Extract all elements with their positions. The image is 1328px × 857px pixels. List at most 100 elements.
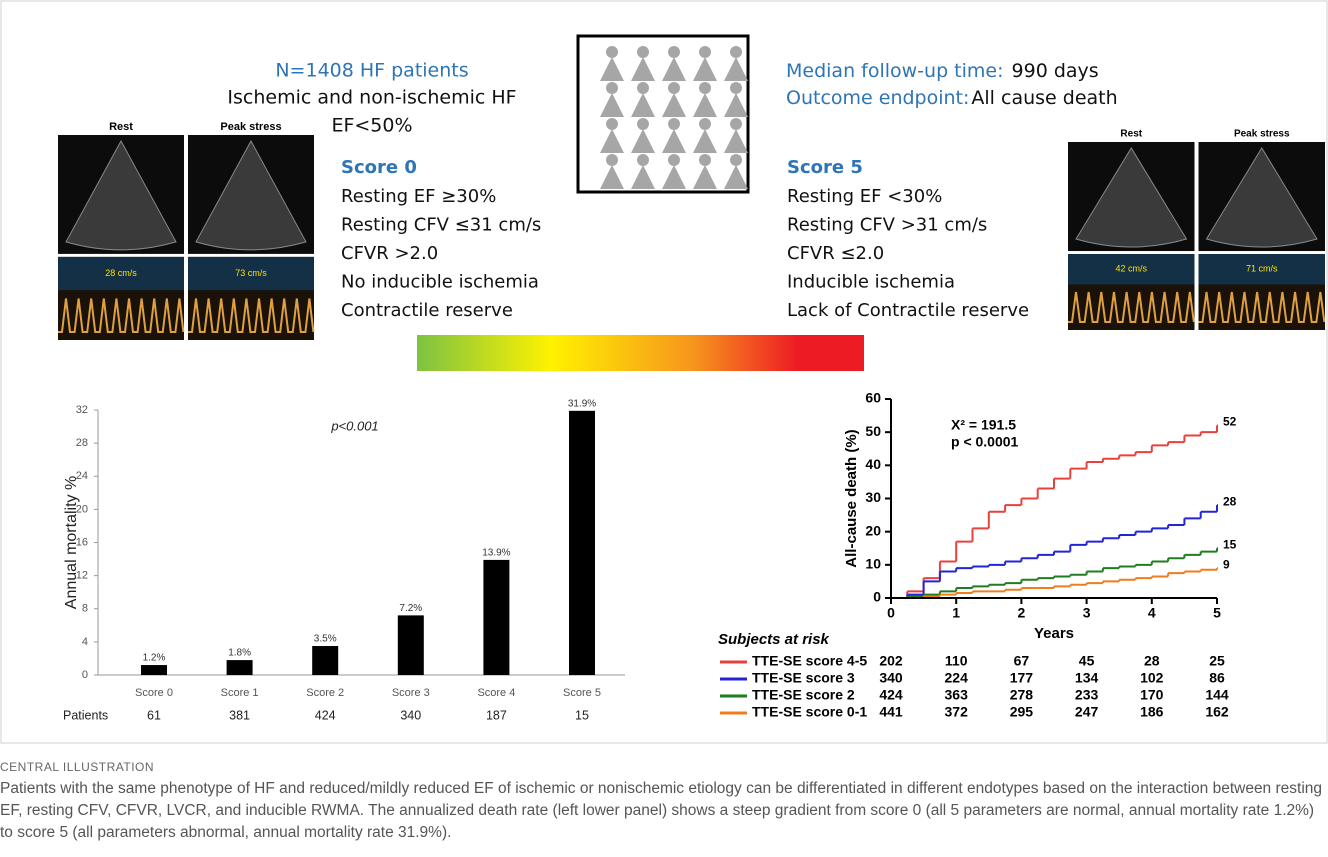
risk-title: Subjects at risk [718,631,830,648]
x-tick-label: Score 1 [221,687,259,699]
at-risk-count: 144 [1205,687,1229,703]
annotation: X² = 191.5 [951,417,1016,433]
followup-label: Median follow-up time: [786,60,1004,82]
person-head [699,154,711,166]
at-risk-count: 177 [1010,670,1034,686]
legend-label: TTE-SE score 2 [752,687,855,703]
person-head [699,82,711,94]
person-head [606,154,618,166]
x-tick-label: 3 [1083,605,1091,621]
at-risk-count: 233 [1075,687,1099,703]
person-head [730,154,742,166]
person-head [699,118,711,130]
end-label: 28 [1223,494,1237,508]
at-risk-count: 67 [1014,653,1030,669]
person-head [637,82,649,94]
doppler-trace [58,298,185,333]
person-head [637,46,649,58]
at-risk-count: 162 [1205,704,1229,720]
person-body [693,93,717,117]
person-body [662,57,686,81]
at-risk-count: 134 [1075,670,1099,686]
doppler-trace [1068,291,1195,323]
person-body [662,129,686,153]
value-label: 1.8% [228,648,251,659]
at-risk-count: 202 [879,653,903,669]
y-tick-label: 12 [76,570,88,582]
person-body [662,93,686,117]
person-head [668,46,680,58]
score-item: Contractile reserve [341,300,513,321]
caption: CENTRAL ILLUSTRATION Patients with the s… [0,760,1322,844]
person-body [600,57,624,81]
score-blocks: Score 0 Resting EF ≥30% Resting CFV ≤31 cm… [341,157,1029,321]
at-risk-count: 170 [1140,687,1164,703]
y-tick-label: 0 [82,669,88,681]
y-tick-label: 16 [76,536,88,548]
echo-images: Rest 28 cm/s Peak stress 73 cm/s Rest 42 cm/s… [58,121,1326,340]
y-tick-label: 20 [865,522,881,538]
cohort-line: EF<50% [331,115,412,137]
y-tick-label: 0 [873,589,881,605]
person-body [693,57,717,81]
at-risk-count: 295 [1010,704,1034,720]
score-item: Resting CFV ≤31 cm/s [341,215,541,236]
echo-label: Peak stress [1234,129,1290,140]
person-body [693,129,717,153]
illustration: N=1408 HF patients Ischemic and non-isch… [0,0,1328,744]
risk-gradient [417,335,864,371]
at-risk-count: 372 [945,704,969,720]
score-item: Lack of Contractile reserve [787,300,1029,321]
bar-chart: 0 4 8 12 16 20 24 28 32 Annual mortality % p<0.001… [63,398,625,722]
followup: Median follow-up time: 990 days [786,60,1099,82]
cohort-title: N=1408 HF patients [275,60,468,82]
pictogram [600,46,748,189]
at-risk-count: 363 [945,687,969,703]
score-item: CFVR >2.0 [341,243,438,264]
y-tick-label: 30 [865,489,881,505]
score-item: Resting EF <30% [787,186,942,207]
header: N=1408 HF patients Ischemic and non-isch… [227,60,1117,137]
y-tick-label: 8 [82,603,88,615]
at-risk-count: 25 [1209,653,1225,669]
bar [483,559,510,675]
patients-count: 340 [400,708,421,722]
followup-value: 990 days [1012,60,1099,82]
x-tick-label: Score 3 [392,687,430,699]
bar [141,665,167,675]
bar [397,615,424,675]
person-head [668,82,680,94]
at-risk-count: 424 [879,687,903,703]
x-tick-label: 4 [1148,605,1156,621]
y-tick-label: 60 [865,390,881,406]
echo-sector [195,139,307,251]
row-label: Patients [63,708,108,722]
y-axis-label: All-cause death (%) [843,429,860,567]
person-body [631,57,655,81]
person-body [600,93,624,117]
velocity-label: 28 cm/s [105,268,137,278]
at-risk-count: 86 [1209,670,1225,686]
doppler-top [1198,254,1325,285]
doppler-trace [1198,291,1326,323]
person-body [631,129,655,153]
endpoint: Outcome endpoint: All cause death [786,87,1118,109]
at-risk-count: 186 [1140,704,1164,720]
bar [312,646,339,675]
person-head [606,118,618,130]
legend-label: TTE-SE score 4-5 [752,653,867,669]
y-tick-label: 20 [76,503,88,515]
patients-count: 187 [486,708,507,722]
y-tick-label: 24 [76,470,88,482]
person-body [600,165,624,189]
endpoint-label: Outcome endpoint: [786,87,969,109]
at-risk-count: 110 [945,653,968,669]
score-item: Resting CFV >31 cm/s [787,215,987,236]
velocity-label: 71 cm/s [1246,264,1278,274]
frame [0,0,1328,744]
x-tick-label: Score 2 [306,687,344,699]
person-body [724,129,748,153]
velocity-label: 73 cm/s [235,268,267,278]
